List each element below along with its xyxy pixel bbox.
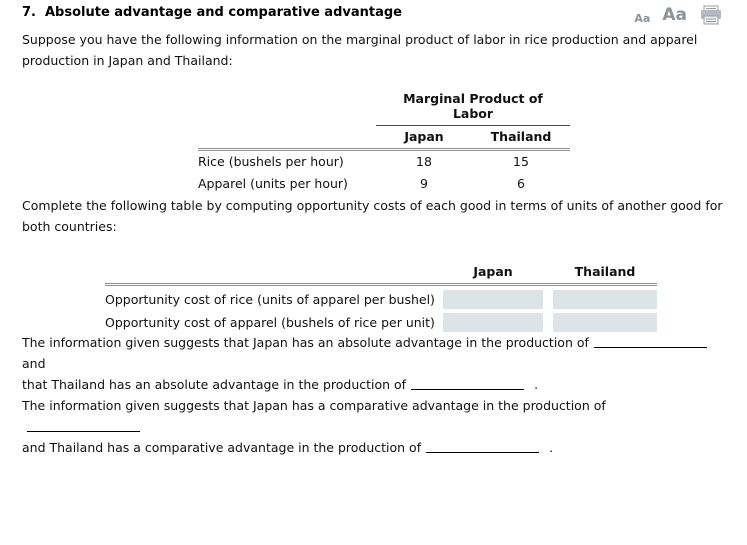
oc-col-thailand: Thailand xyxy=(574,264,636,279)
question-number: 7. xyxy=(22,5,36,20)
question-page: 7. Absolute advantage and comparative adv… xyxy=(22,0,725,458)
mpl-apparel-thailand-value: 6 xyxy=(517,176,525,191)
oc-row-apparel: Opportunity cost of apparel (bushels of … xyxy=(105,313,657,332)
oc-rice-label: Opportunity cost of rice (units of appar… xyxy=(105,292,435,307)
mpl-col-thailand: Thailand xyxy=(472,125,570,151)
japan-apparel-answer-input[interactable] xyxy=(443,313,543,332)
statement-text: and Thailand has a comparative advantage… xyxy=(22,440,422,455)
comparative-advantage-statement: The information given suggests that Japa… xyxy=(22,395,725,458)
statement-text: . xyxy=(549,440,554,455)
mpl-subheader-row: Japan Thailand xyxy=(198,125,570,151)
oc-header-divider xyxy=(105,283,657,286)
header-controls: Aa Aa xyxy=(634,5,725,25)
japan-absolute-advantage-blank[interactable] xyxy=(593,335,707,348)
oc-apparel-label: Opportunity cost of apparel (bushels of … xyxy=(105,315,435,330)
mpl-row-rice: Rice (bushels per hour) 18 15 xyxy=(198,150,570,174)
statement-text: . xyxy=(534,377,539,392)
question-title: 7. Absolute advantage and comparative adv… xyxy=(22,5,402,20)
intro-paragraph: Suppose you have the following informati… xyxy=(22,32,698,68)
oc-header-row: Japan Thailand xyxy=(105,264,657,283)
statement-text: and xyxy=(22,356,46,371)
mpl-apparel-label: Apparel (units per hour) xyxy=(198,176,348,191)
statement-text: The information given suggests that Japa… xyxy=(22,335,589,350)
japan-comparative-advantage-blank[interactable] xyxy=(27,419,140,432)
oc-col-japan: Japan xyxy=(473,264,513,279)
statement-text: that Thailand has an absolute advantage … xyxy=(22,377,407,392)
mpl-table: Marginal Product of Labor Japan Thailand… xyxy=(198,89,570,195)
oc-row-rice: Opportunity cost of rice (units of appar… xyxy=(105,290,657,309)
thailand-absolute-advantage-blank[interactable] xyxy=(411,377,525,390)
japan-rice-answer-input[interactable] xyxy=(443,290,543,309)
print-button[interactable] xyxy=(699,5,723,25)
opportunity-cost-table: Japan Thailand Opportunity cost of rice … xyxy=(105,264,657,332)
mpl-apparel-japan-value: 9 xyxy=(420,176,428,191)
printer-icon xyxy=(701,5,721,25)
mpl-col-japan: Japan xyxy=(376,125,472,151)
thailand-apparel-answer-input[interactable] xyxy=(553,313,657,332)
font-size-large-button[interactable]: Aa xyxy=(662,5,687,25)
statement-text: The information given suggests that Japa… xyxy=(22,398,606,413)
mpl-title-row: Marginal Product of Labor xyxy=(198,89,570,126)
mpl-rice-japan-value: 18 xyxy=(416,154,432,169)
mpl-rice-label: Rice (bushels per hour) xyxy=(198,154,344,169)
thailand-rice-answer-input[interactable] xyxy=(553,290,657,309)
mpl-rice-thailand-value: 15 xyxy=(513,154,529,169)
question-header: 7. Absolute advantage and comparative adv… xyxy=(22,0,725,29)
mpl-row-apparel: Apparel (units per hour) 9 6 xyxy=(198,173,570,195)
absolute-advantage-statement: The information given suggests that Japa… xyxy=(22,332,725,395)
question-title-text: Absolute advantage and comparative advan… xyxy=(44,5,402,20)
mpl-empty-cell xyxy=(198,89,376,126)
font-size-small-button[interactable]: Aa xyxy=(634,11,651,25)
mpl-empty-cell xyxy=(198,125,376,151)
task-paragraph: Complete the following table by computin… xyxy=(22,198,723,234)
thailand-comparative-advantage-blank[interactable] xyxy=(426,440,540,453)
mpl-table-title: Marginal Product of Labor xyxy=(376,89,570,126)
